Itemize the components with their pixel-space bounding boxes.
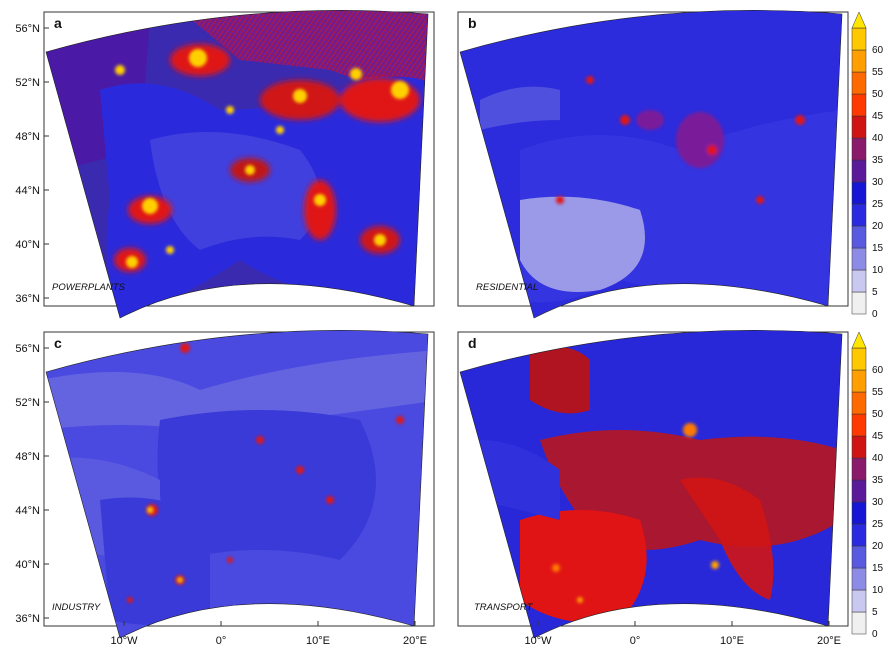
colorbar-swatch [851, 501, 867, 525]
colorbar-swatch [851, 27, 867, 51]
lat-tick-label: 56°N [15, 23, 40, 35]
colorbar-swatch [851, 137, 867, 161]
lat-tick-label: 44°N [15, 505, 40, 517]
lat-tick-label: 48°N [15, 451, 40, 463]
colorbar-tick-label: 25 [872, 519, 884, 530]
axes-labels: 56°N 52°N 48°N 44°N 40°N 36°N 56°N 52°N 48°N 44°N… [15, 23, 841, 647]
colorbar-swatch [851, 413, 867, 437]
colorbar-tick-label: 15 [872, 243, 884, 254]
colorbar-swatch [851, 247, 867, 271]
colorbar-tick-label: 0 [872, 309, 878, 320]
lat-tick-label: 48°N [15, 131, 40, 143]
panel-d: d TRANSPORT [457, 330, 849, 639]
lon-tick-label: 0° [216, 635, 227, 647]
colorbar-swatch [851, 369, 867, 393]
lon-tick-label: 20°E [817, 635, 841, 647]
colorbar-swatch [851, 159, 867, 183]
panel-b: b RESIDENTIAL [457, 10, 849, 319]
lat-tick-label: 52°N [15, 397, 40, 409]
colorbars: 0 5 10 15 20 25 30 35 40 45 50 55 60 0 5 10 15 20 25 30 35 40… [851, 11, 884, 640]
panel-d-map [460, 330, 842, 638]
colorbar-swatch [851, 203, 867, 227]
colorbar-tick-label: 55 [872, 67, 884, 78]
colorbar-tick-label: 50 [872, 409, 884, 420]
lat-tick-label: 56°N [15, 343, 40, 355]
colorbar-tick-label: 35 [872, 475, 884, 486]
panel-d-sector-label: TRANSPORT [474, 602, 534, 613]
colorbar-swatch [851, 71, 867, 95]
colorbar-extend-arrow [851, 11, 867, 29]
colorbar-tick-label: 35 [872, 155, 884, 166]
colorbar-tick-label: 20 [872, 221, 884, 232]
colorbar-tick-label: 10 [872, 265, 884, 276]
panel-b-map [460, 10, 842, 318]
panel-a-letter: a [54, 15, 62, 31]
lon-tick-label: 0° [630, 635, 641, 647]
lon-tick-label: 10°E [720, 635, 744, 647]
colorbar-swatch [851, 49, 867, 73]
colorbar-tick-label: 15 [872, 563, 884, 574]
colorbar-extend-arrow [851, 331, 867, 349]
lat-tick-label: 36°N [15, 293, 40, 305]
colorbar-swatch [851, 545, 867, 569]
colorbar-tick-label: 5 [872, 607, 878, 618]
colorbar-tick-label: 60 [872, 45, 884, 56]
colorbar-swatch [851, 269, 867, 293]
colorbar-tick-label: 50 [872, 89, 884, 100]
colorbar-tick-label: 40 [872, 133, 884, 144]
colorbar-tick-label: 30 [872, 177, 884, 188]
colorbar-tick-label: 20 [872, 541, 884, 552]
colorbar-swatch [851, 589, 867, 613]
colorbar-tick-label: 25 [872, 199, 884, 210]
colorbar-swatch [851, 435, 867, 459]
colorbar-swatch [851, 391, 867, 415]
lat-tick-label: 36°N [15, 613, 40, 625]
colorbar-swatch [851, 115, 867, 139]
colorbar-tick-label: 5 [872, 287, 878, 298]
colorbar-swatch [851, 225, 867, 249]
colorbar-swatch [851, 567, 867, 591]
colorbar-swatch [851, 479, 867, 503]
colorbar-tick-label: 0 [872, 629, 878, 640]
colorbar-tick-label: 45 [872, 111, 884, 122]
panel-c-map [46, 330, 428, 638]
colorbar-tick-label: 60 [872, 365, 884, 376]
colorbar-tick-label: 40 [872, 453, 884, 464]
colorbar-swatch [851, 347, 867, 371]
lon-tick-label: 10°E [306, 635, 330, 647]
colorbar-swatch [851, 523, 867, 547]
panel-b-letter: b [468, 15, 477, 31]
panel-d-letter: d [468, 335, 477, 351]
colorbar-swatch [851, 291, 867, 315]
colorbar-tick-label: 10 [872, 585, 884, 596]
colorbar-tick-label: 45 [872, 431, 884, 442]
panel-c-letter: c [54, 335, 62, 351]
colorbar-swatch [851, 93, 867, 117]
lon-tick-label: 10°W [110, 635, 138, 647]
lat-tick-label: 44°N [15, 185, 40, 197]
panel-c: c INDUSTRY [43, 330, 435, 639]
colorbar-tick-label: 55 [872, 387, 884, 398]
colorbar-tick-label: 30 [872, 497, 884, 508]
lat-tick-label: 40°N [15, 559, 40, 571]
lat-tick-label: 52°N [15, 77, 40, 89]
colorbar-swatch [851, 457, 867, 481]
lon-tick-label: 20°E [403, 635, 427, 647]
colorbar-swatch [851, 611, 867, 635]
panel-a-sector-label: POWERPLANTS [52, 282, 126, 293]
panel-b-sector-label: RESIDENTIAL [476, 282, 538, 293]
lon-tick-label: 10°W [524, 635, 552, 647]
panel-a: a POWERPLANTS [43, 10, 435, 319]
panel-c-sector-label: INDUSTRY [52, 602, 101, 613]
panel-a-map [46, 10, 428, 318]
colorbar-swatch [851, 181, 867, 205]
lat-tick-label: 40°N [15, 239, 40, 251]
